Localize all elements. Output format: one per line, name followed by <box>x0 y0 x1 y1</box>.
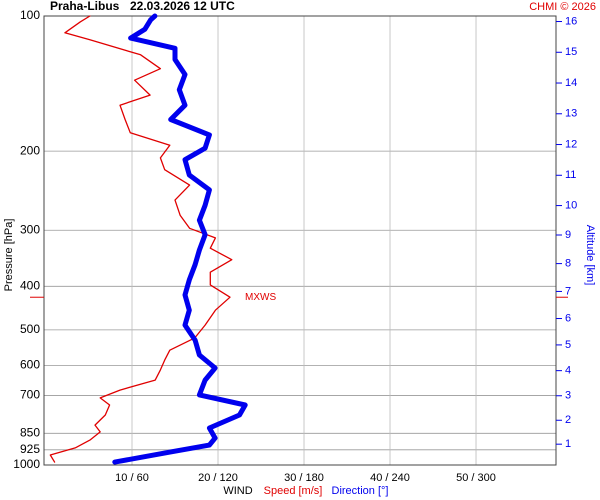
x-tick-label: 20 / 120 <box>198 472 238 484</box>
legend-entry: Speed [m/s] <box>264 485 323 497</box>
x-tick-label: 40 / 240 <box>370 472 410 484</box>
y2-tick-label: 8 <box>565 258 571 270</box>
y2-tick-label: 11 <box>565 169 576 181</box>
y2-tick-label: 3 <box>565 390 571 402</box>
y2-tick-label: 12 <box>565 138 577 150</box>
legend-entry: Direction [°] <box>332 485 389 497</box>
x-axis-label: WIND <box>223 485 252 497</box>
chart-subtitle: 22.03.2026 12 UTC <box>130 0 235 13</box>
plot-frame <box>43 15 557 466</box>
y-tick-label: 500 <box>20 322 40 336</box>
x-tick-label: 30 / 180 <box>284 472 324 484</box>
y-tick-label: 300 <box>20 222 40 236</box>
credit: CHMI © 2026 <box>529 1 596 13</box>
y2-tick-label: 5 <box>565 339 571 351</box>
annotation: MXWS <box>245 292 276 303</box>
y2-tick-label: 14 <box>565 77 577 89</box>
y2-axis-label: Altitude [km] <box>584 225 596 286</box>
y-tick-label: 100 <box>20 8 40 22</box>
y-tick-label: 200 <box>20 143 40 157</box>
y2-tick-label: 13 <box>565 108 577 120</box>
y-tick-label: 400 <box>20 278 40 292</box>
y2-tick-label: 15 <box>565 46 577 58</box>
y2-tick-label: 16 <box>565 15 577 27</box>
y-tick-label: 600 <box>20 358 40 372</box>
x-tick-label: 10 / 60 <box>115 472 149 484</box>
chart-title: Praha-Libus <box>50 0 120 13</box>
y-tick-label: 1000 <box>13 457 40 471</box>
y2-tick-label: 1 <box>565 438 571 450</box>
direction-line <box>112 13 248 465</box>
y-tick-label: 925 <box>20 442 40 456</box>
speed-line <box>49 15 233 463</box>
y-axis-label: Pressure [hPa] <box>3 219 15 292</box>
y2-tick-label: 9 <box>565 229 571 241</box>
x-tick-label: 50 / 300 <box>456 472 496 484</box>
y2-tick-label: 7 <box>565 285 571 297</box>
y2-tick-label: 10 <box>565 199 577 211</box>
y-tick-label: 850 <box>20 425 40 439</box>
y-tick-label: 700 <box>20 388 40 402</box>
y2-tick-label: 2 <box>565 414 571 426</box>
y2-tick-label: 6 <box>565 312 571 324</box>
y2-tick-label: 4 <box>565 365 571 377</box>
